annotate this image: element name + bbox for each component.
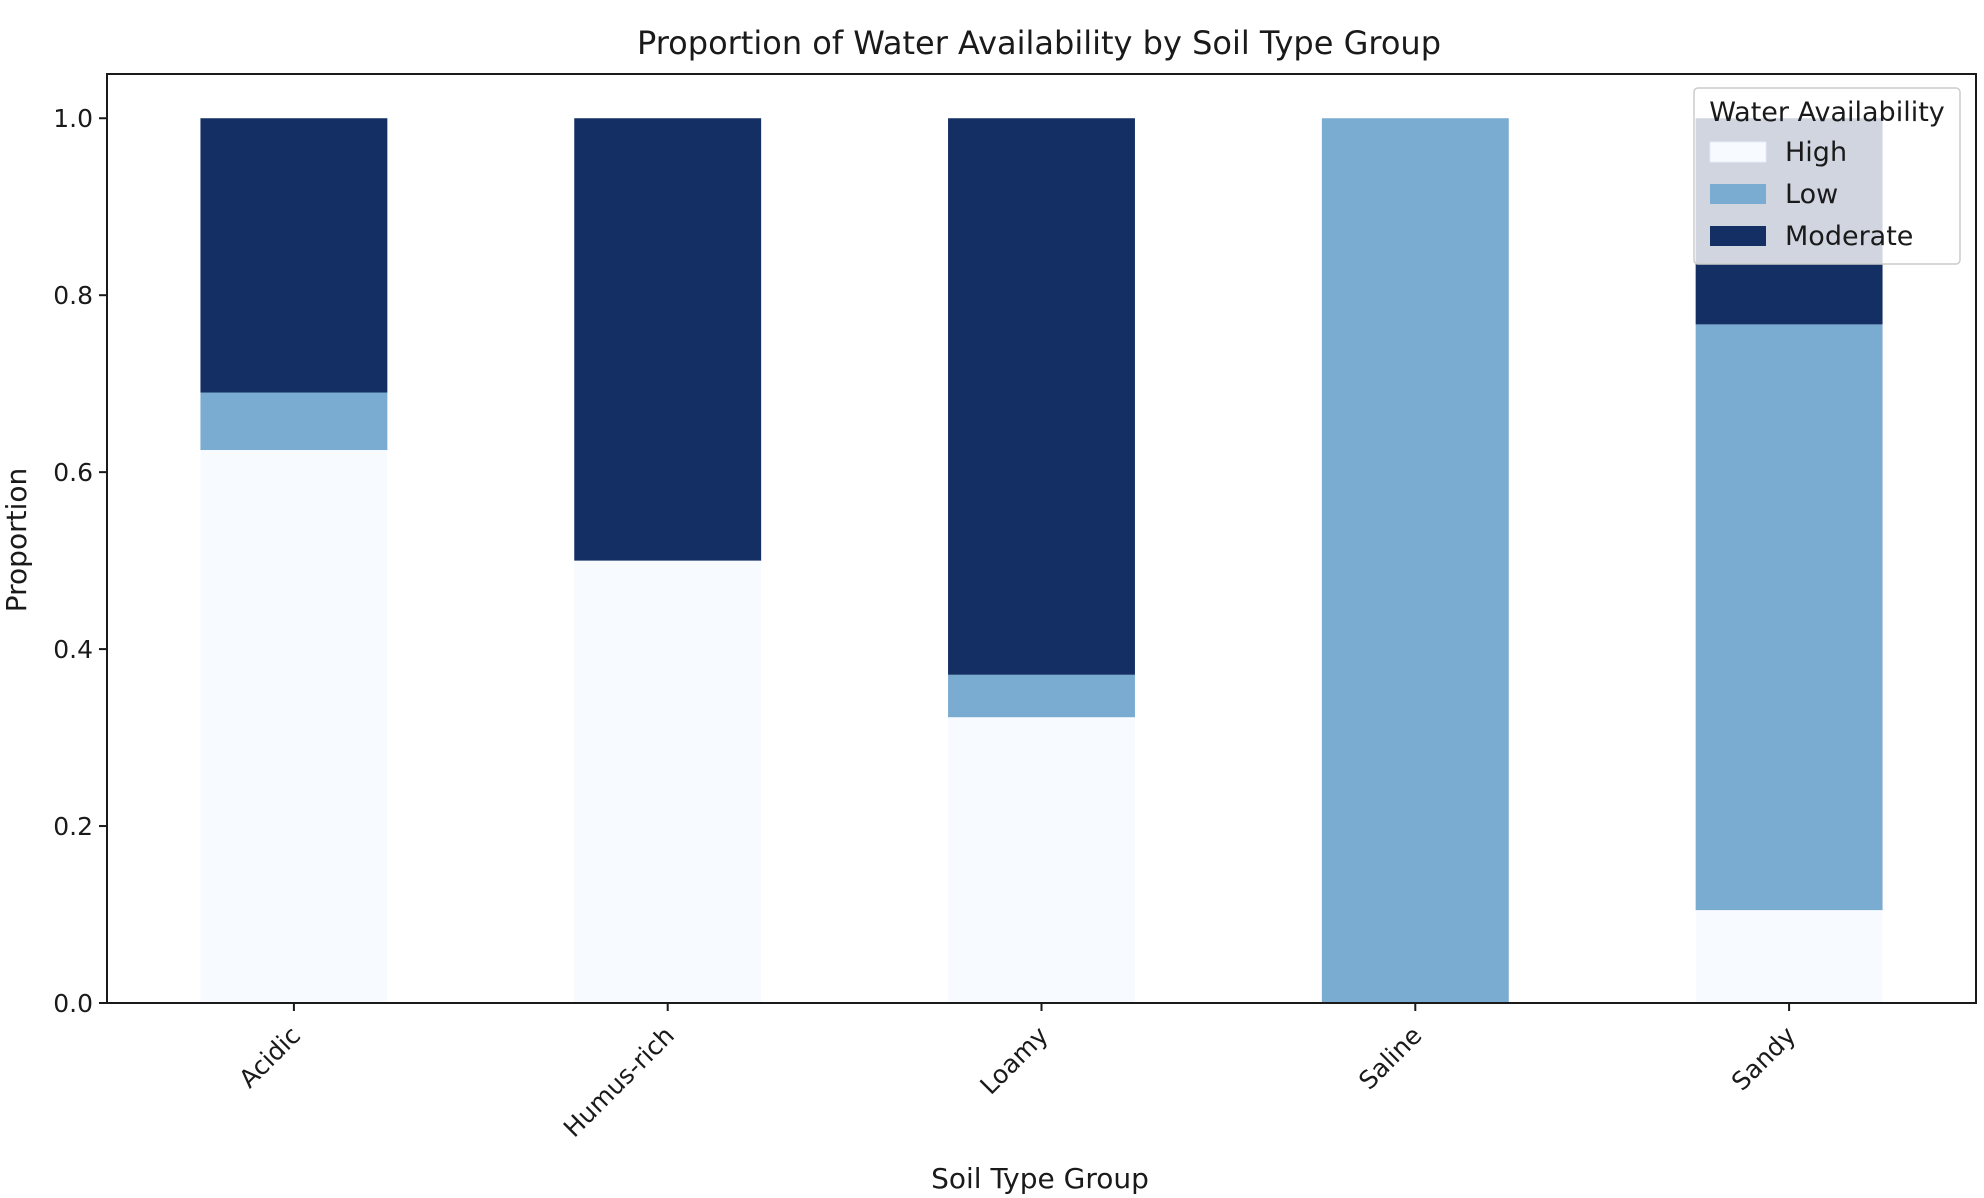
bar-segment-moderate-acidic <box>200 118 388 393</box>
legend-box <box>1693 87 1961 265</box>
bar-segment-moderate-loamy <box>948 118 1135 675</box>
x-tick-label: Saline <box>1353 1021 1427 1095</box>
bar-segment-low-saline <box>1321 118 1509 1004</box>
bar-segment-low-sandy <box>1695 324 1883 911</box>
legend-title: Water Availability <box>1709 97 1945 128</box>
x-axis-label: Soil Type Group <box>931 1162 1149 1195</box>
legend: Water Availability High Low Moderate <box>1693 87 1961 265</box>
bar-segment-low-acidic <box>200 392 388 451</box>
legend-label-moderate: Moderate <box>1785 221 1913 252</box>
y-axis-label: Proportion <box>0 468 33 612</box>
x-tick-label: Loamy <box>974 1021 1054 1101</box>
bars-layer <box>200 118 1883 1004</box>
bar-segment-low-loamy <box>948 674 1135 718</box>
legend-label-high: High <box>1785 137 1847 168</box>
bar-segment-high-loamy <box>948 717 1135 1003</box>
y-tick-label: 0.0 <box>53 989 93 1018</box>
legend-swatch-low <box>1710 184 1766 204</box>
y-axis: 0.0 0.2 0.4 0.6 0.8 1.0 <box>53 104 107 1018</box>
x-tick-label: Acidic <box>233 1021 306 1094</box>
bar-segment-high-humus-rich <box>574 560 762 1003</box>
y-tick-label: 0.6 <box>53 458 93 487</box>
y-tick-label: 0.8 <box>53 281 93 310</box>
legend-items: High Low Moderate <box>1709 137 1913 252</box>
bar-segment-high-acidic <box>200 450 388 1003</box>
y-tick-label: 0.2 <box>53 812 93 841</box>
bar-segment-high-sandy <box>1695 910 1883 1003</box>
bar-segment-moderate-humus-rich <box>574 118 762 561</box>
x-axis: Acidic Humus-rich Loamy Saline Sandy <box>233 1003 1801 1143</box>
y-tick-label: 0.4 <box>53 635 93 664</box>
y-tick-label: 1.0 <box>53 104 93 133</box>
x-tick-label: Humus-rich <box>558 1021 680 1143</box>
chart-title: Proportion of Water Availability by Soil… <box>637 24 1441 62</box>
legend-swatch-moderate <box>1710 226 1766 246</box>
legend-label-low: Low <box>1785 179 1838 210</box>
legend-swatch-high <box>1709 141 1767 163</box>
x-tick-label: Sandy <box>1726 1021 1802 1097</box>
